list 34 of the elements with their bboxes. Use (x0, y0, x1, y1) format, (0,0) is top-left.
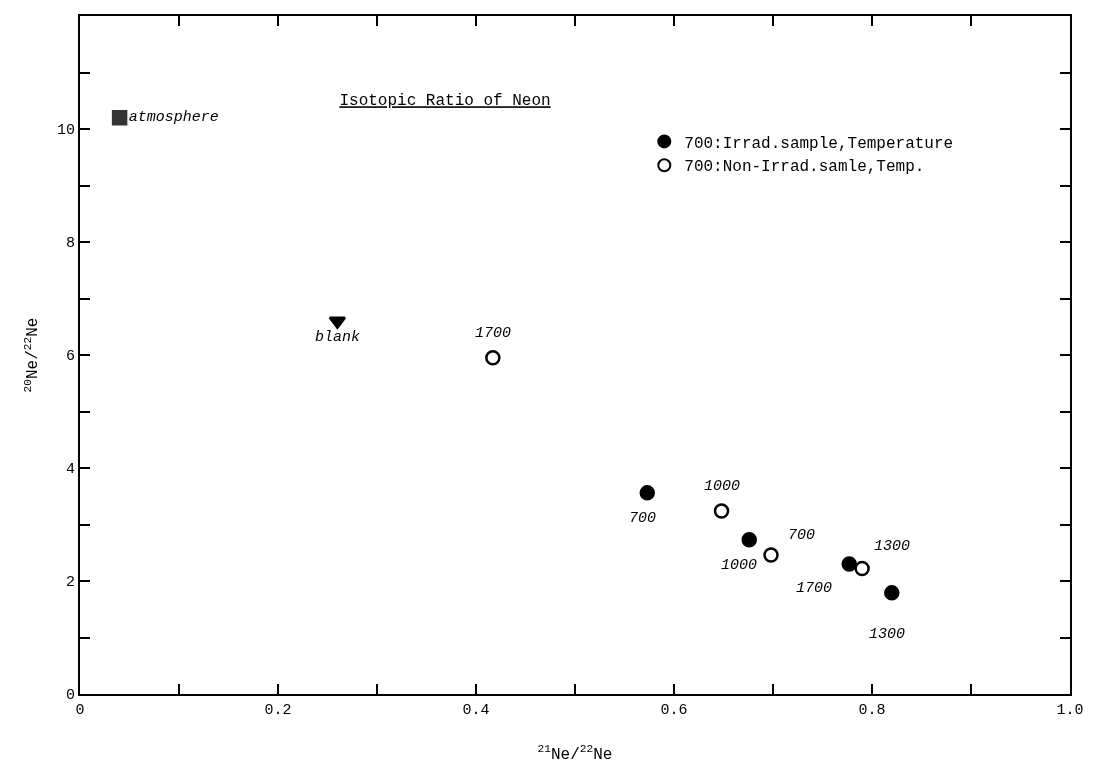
point (741, 532, 757, 548)
x-tick-label: 0.4 (462, 702, 490, 719)
point (111, 109, 128, 126)
annotation: 1700 (796, 580, 833, 597)
text: Isotopic Ratio of Neon (339, 92, 551, 111)
series-label: blank (314, 329, 360, 347)
annotation: 700 (629, 510, 657, 527)
y-tick-label: 2 (65, 574, 75, 592)
y-tick-label: 6 (65, 348, 75, 366)
point (884, 585, 900, 601)
x-tick-label: 0.6 (660, 702, 688, 719)
annotation: 1300 (869, 626, 906, 643)
point (763, 547, 779, 563)
annotation: 1000 (704, 478, 741, 495)
legend-label: 700:Irrad.sample,Temperature (684, 134, 954, 153)
point (639, 485, 656, 501)
y-tick-label: 4 (65, 461, 75, 479)
annotation: 1300 (874, 538, 911, 555)
y-tick-label: 10 (56, 122, 75, 140)
x-tick-label: 0.2 (264, 702, 292, 719)
annotation: 1700 (475, 325, 512, 342)
point (713, 503, 730, 519)
annotation: 1000 (721, 557, 758, 574)
series-label: atmosphere (128, 109, 219, 127)
x-axis-title: $^{21}$Ne/$^{22}$Ne (537, 743, 613, 765)
y-tick-label: 8 (65, 235, 75, 253)
point (841, 556, 857, 572)
point (485, 350, 501, 366)
point (854, 560, 870, 577)
x-tick-label: 1.0 (1056, 702, 1084, 719)
legend-label: 700:Non-Irrad.samle,Temp. (684, 158, 925, 177)
annotation: 700 (788, 527, 816, 544)
x-tick-label: 0.8 (858, 702, 886, 719)
y-tick-label: 0 (65, 687, 75, 705)
